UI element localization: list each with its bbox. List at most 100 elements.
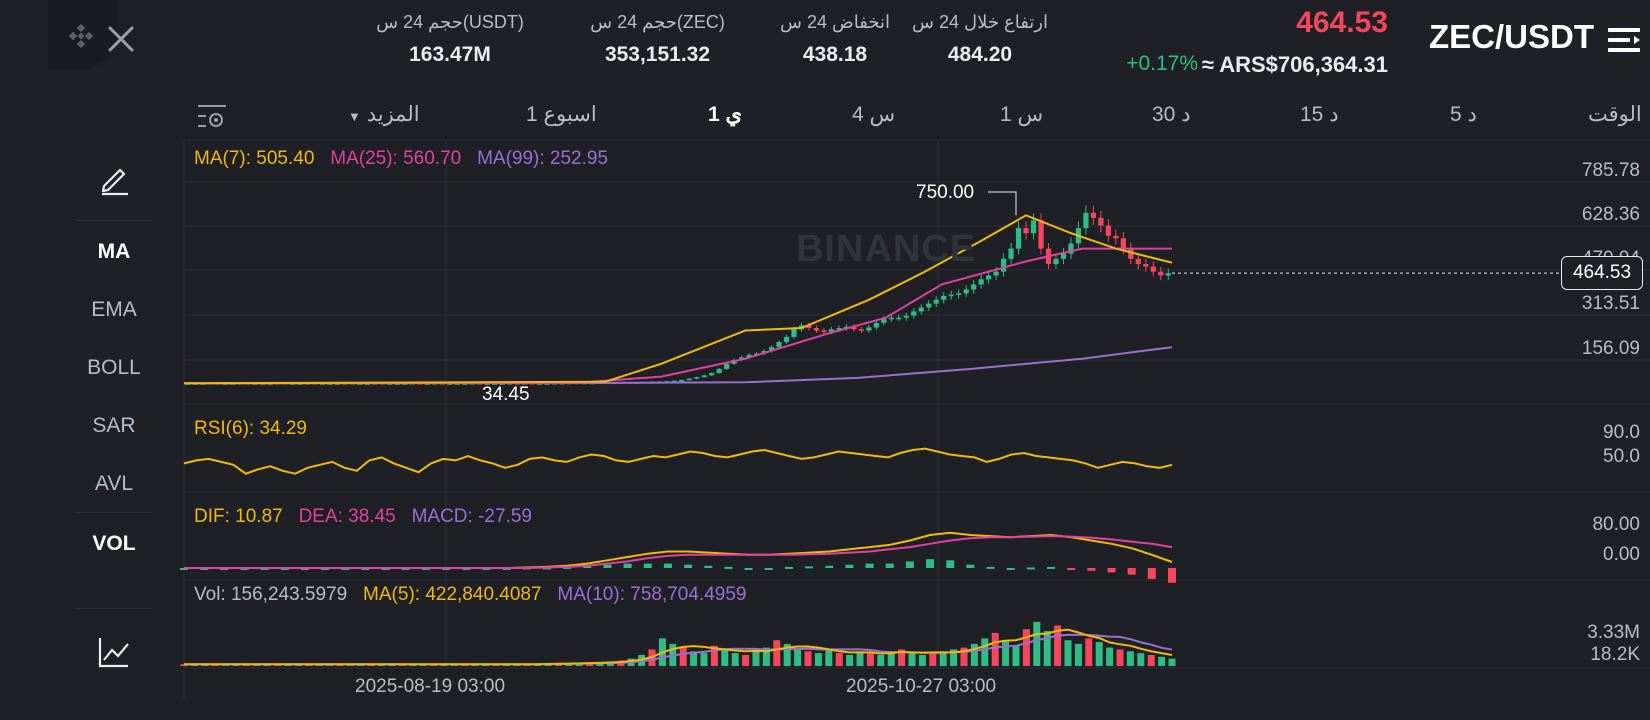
more-label: المزيد <box>366 103 420 126</box>
more-intervals-dropdown[interactable]: ▼ المزيد <box>348 102 420 127</box>
macd-histogram-bar <box>684 564 693 568</box>
tab-interval-1d[interactable]: 1 ي <box>708 103 742 126</box>
candle-body <box>948 294 954 297</box>
macd-histogram-bar <box>885 563 894 568</box>
tab-interval-30m[interactable]: 30 د <box>1152 103 1191 126</box>
volume-bar <box>762 647 770 666</box>
volume-bar <box>1116 649 1124 666</box>
volume-bar <box>1022 629 1030 666</box>
tab-interval-4h[interactable]: 4 س <box>852 103 896 126</box>
macd-histogram-bar <box>603 564 612 568</box>
macd-histogram-bar <box>905 561 914 568</box>
candle-body <box>1165 273 1171 276</box>
sidebar-item-vol[interactable]: VOL <box>92 532 136 555</box>
volume-bar <box>700 653 708 666</box>
sidebar-item-ma[interactable]: MA <box>97 240 131 263</box>
candle-body <box>978 279 984 285</box>
high-marker-line <box>988 191 1017 216</box>
candle-body <box>1128 248 1134 259</box>
tab-interval-1h[interactable]: 1 س <box>1000 103 1044 126</box>
chart-type-icon[interactable] <box>96 634 132 670</box>
dea-line <box>184 535 1173 569</box>
macd-histogram-bar <box>1087 568 1096 571</box>
macd-histogram-bar <box>744 568 753 570</box>
stat-value: 163.47M <box>409 43 491 66</box>
candle-body <box>1083 212 1089 229</box>
sidebar-item-avl[interactable]: AVL <box>94 472 134 495</box>
sidebar-item-sar[interactable]: SAR <box>92 414 136 437</box>
sidebar-item-boll[interactable]: BOLL <box>87 356 141 379</box>
volume-bar <box>939 651 947 666</box>
vol-ma5-line <box>184 628 1173 666</box>
candle-body <box>828 329 835 332</box>
candle-body <box>709 373 715 376</box>
price-tick: 156.09 <box>1581 338 1640 359</box>
close-icon[interactable] <box>104 22 138 56</box>
volume-bar <box>752 651 760 666</box>
rsi-tick: 50.0 <box>1603 446 1640 467</box>
sidebar-divider <box>76 608 152 609</box>
candle-body <box>1060 253 1067 259</box>
candle-body <box>746 354 752 358</box>
sidebar-divider <box>76 512 152 513</box>
stat-low-24h: انخفاض 24 س 438.18 <box>770 12 900 67</box>
draw-pencil-icon[interactable] <box>98 162 132 196</box>
last-price: 464.53 <box>1296 6 1388 39</box>
ma25-legend: MA(25): 560.70 <box>330 148 462 169</box>
volume-bar <box>991 632 999 666</box>
candle-body <box>911 311 917 316</box>
low-annotation: 34.45 <box>482 384 530 405</box>
macd-histogram-bar <box>1006 568 1015 570</box>
rsi-legend: RSI(6): 34.29 <box>194 418 307 439</box>
macd-tick: 0.00 <box>1603 544 1640 565</box>
chart-settings-icon[interactable] <box>196 102 228 130</box>
volume-bar <box>1106 647 1114 666</box>
candle-body <box>888 317 894 320</box>
macd-histogram-bar <box>764 568 773 570</box>
candle-body <box>671 380 677 383</box>
candle-body <box>918 307 924 312</box>
macd-histogram-bar <box>1147 568 1156 579</box>
volume-bar <box>1095 642 1103 666</box>
volume-bar <box>1126 651 1134 666</box>
candle-body <box>858 329 864 331</box>
tab-interval-15m[interactable]: 15 د <box>1300 103 1339 126</box>
tab-interval-1w[interactable]: 1 اسبوع <box>526 103 597 126</box>
candle-body <box>941 295 947 300</box>
volume-bar <box>835 653 843 666</box>
volume-bar <box>773 640 781 666</box>
candle-body <box>851 326 857 330</box>
price-tick: 628.36 <box>1581 204 1640 225</box>
tab-interval-5m[interactable]: 5 د <box>1450 103 1477 126</box>
candle-body <box>1135 258 1141 264</box>
volume-bar <box>794 649 802 666</box>
ma7-legend: MA(7): 505.40 <box>194 148 315 169</box>
candle-body <box>679 379 685 382</box>
candle-body <box>536 383 543 385</box>
volume-bar <box>1137 653 1145 666</box>
candle-body <box>986 275 992 280</box>
candle-body <box>956 293 962 295</box>
candle-body <box>783 336 790 343</box>
macd-histogram-bar <box>643 563 652 568</box>
high-annotation: 750.00 <box>916 182 975 203</box>
candle-body <box>896 317 902 320</box>
volume-bar <box>887 651 895 666</box>
candle-body <box>903 315 909 318</box>
volume-bar <box>877 654 885 666</box>
candle-body <box>791 329 797 337</box>
volume-bar <box>929 653 937 666</box>
volume-bar <box>970 643 978 666</box>
stat-label: حجم 24 س(ZEC) <box>590 12 725 32</box>
volume-bar <box>846 654 854 666</box>
volume-bar <box>1043 631 1051 666</box>
pair-title[interactable]: ZEC/USDT <box>1429 18 1594 55</box>
candle-body <box>724 363 730 369</box>
sidebar-item-ema[interactable]: EMA <box>91 298 137 321</box>
candle-body <box>544 383 550 385</box>
menu-icon[interactable] <box>1606 24 1642 56</box>
vol-ma5-legend: MA(5): 422,840.4087 <box>363 584 542 605</box>
stat-high-24h: ارتفاع خلال 24 س 484.20 <box>900 12 1060 67</box>
stat-label: انخفاض 24 س <box>780 12 890 32</box>
